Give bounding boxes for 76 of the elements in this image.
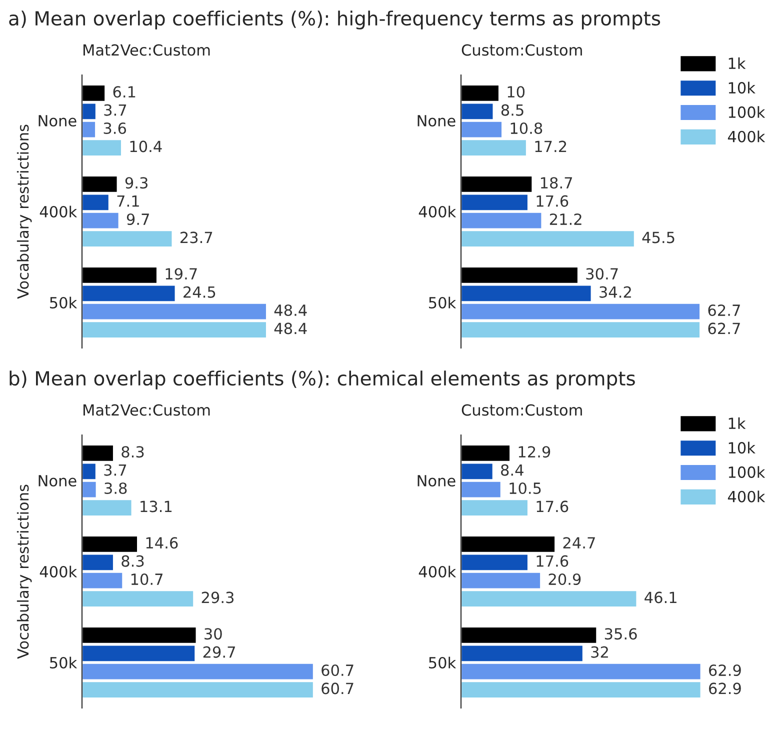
- data-label: 9.7: [126, 213, 149, 226]
- data-label: 10.8: [510, 122, 542, 134]
- y-tick-label: 50k: [429, 656, 456, 669]
- data-label: 9.3: [125, 177, 148, 189]
- data-label: 45.5: [642, 232, 674, 244]
- data-label: 30.7: [586, 268, 618, 280]
- data-label: 60.7: [322, 682, 354, 694]
- data-label: 17.6: [536, 555, 568, 567]
- data-label: 32: [591, 646, 608, 658]
- text: a) Mean overlap coefficients (%): high-frequency terms as prompts: [9, 10, 660, 30]
- data-label: 13.1: [140, 500, 172, 512]
- legend-label: 1k: [728, 417, 746, 429]
- data-label: 24.5: [184, 286, 216, 298]
- data-label: 29.7: [203, 646, 235, 658]
- data-label: 3.7: [104, 464, 126, 476]
- data-label: 10.4: [130, 140, 162, 152]
- data-label: 62.9: [709, 664, 741, 676]
- legend-label: 10k: [728, 442, 756, 454]
- chart-subtitle: Custom:Custom: [462, 404, 582, 416]
- data-label: 60.7: [322, 664, 354, 676]
- chart-subtitle: Mat2Vec:Custom: [84, 404, 210, 416]
- y-tick-label: 50k: [50, 656, 78, 669]
- data-label: 7.1: [117, 195, 139, 207]
- legend-label: 400k: [728, 130, 766, 142]
- y-axis-title: Vocabulary restrictions: [16, 484, 32, 659]
- legend-label: 10k: [728, 82, 756, 94]
- data-label: 6.1: [113, 86, 136, 98]
- legend-label: 100k: [728, 466, 766, 478]
- data-label: 48.4: [274, 304, 307, 316]
- y-tick-label: None: [418, 115, 456, 127]
- chart-subtitle: Mat2Vec:Custom: [84, 44, 210, 56]
- data-label: 17.6: [536, 195, 568, 207]
- legend-label: 400k: [728, 490, 766, 502]
- data-label: 3.8: [104, 482, 127, 494]
- data-label: 8.5: [501, 104, 524, 116]
- y-tick-label: 400k: [418, 566, 456, 578]
- data-label: 10: [508, 86, 525, 98]
- data-label: 3.6: [104, 122, 126, 134]
- y-tick-label: None: [418, 475, 456, 487]
- data-label: 8.3: [122, 446, 144, 458]
- data-label: 48.4: [274, 322, 307, 334]
- data-label: 62.9: [709, 682, 741, 694]
- y-tick-label: 50k: [50, 296, 78, 309]
- data-label: 20.9: [548, 573, 581, 586]
- data-label: 35.6: [604, 628, 637, 640]
- data-label: 62.7: [708, 322, 740, 334]
- data-label: 18.7: [540, 177, 572, 189]
- chart-title: b) Mean overlap coefficients (%): chemical elements as prompts: [10, 370, 635, 390]
- chart-subtitle: Custom:Custom: [462, 44, 582, 56]
- data-label: 3.7: [104, 104, 126, 116]
- y-tick-label: 50k: [429, 296, 456, 309]
- y-tick-label: 400k: [40, 566, 78, 578]
- y-tick-label: 400k: [40, 206, 78, 218]
- data-label: 17.6: [536, 500, 568, 512]
- data-label: 19.7: [166, 268, 197, 280]
- data-label: 8.4: [501, 464, 524, 476]
- data-label: 29.3: [202, 592, 234, 604]
- y-tick-label: 400k: [418, 206, 456, 218]
- data-label: 46.1: [644, 592, 676, 604]
- data-label: 24.7: [563, 537, 595, 548]
- data-label: 17.2: [535, 140, 566, 152]
- y-tick-label: None: [38, 115, 76, 127]
- data-label: 21.2: [550, 213, 582, 225]
- y-axis-title: Vocabulary restrictions: [16, 124, 32, 299]
- data-label: 12.9: [518, 446, 550, 458]
- data-label: 14.6: [146, 537, 178, 549]
- data-label: 8.3: [122, 555, 144, 567]
- y-tick-label: None: [38, 475, 76, 487]
- data-label: 34.2: [600, 286, 631, 298]
- data-label: 10.7: [131, 573, 162, 586]
- legend-label: 100k: [728, 106, 766, 118]
- data-label: 10.5: [510, 482, 541, 494]
- data-label: 23.7: [180, 232, 212, 244]
- data-label: 62.7: [708, 304, 740, 316]
- legend-label: 1k: [728, 57, 746, 69]
- data-label: 30: [204, 628, 222, 640]
